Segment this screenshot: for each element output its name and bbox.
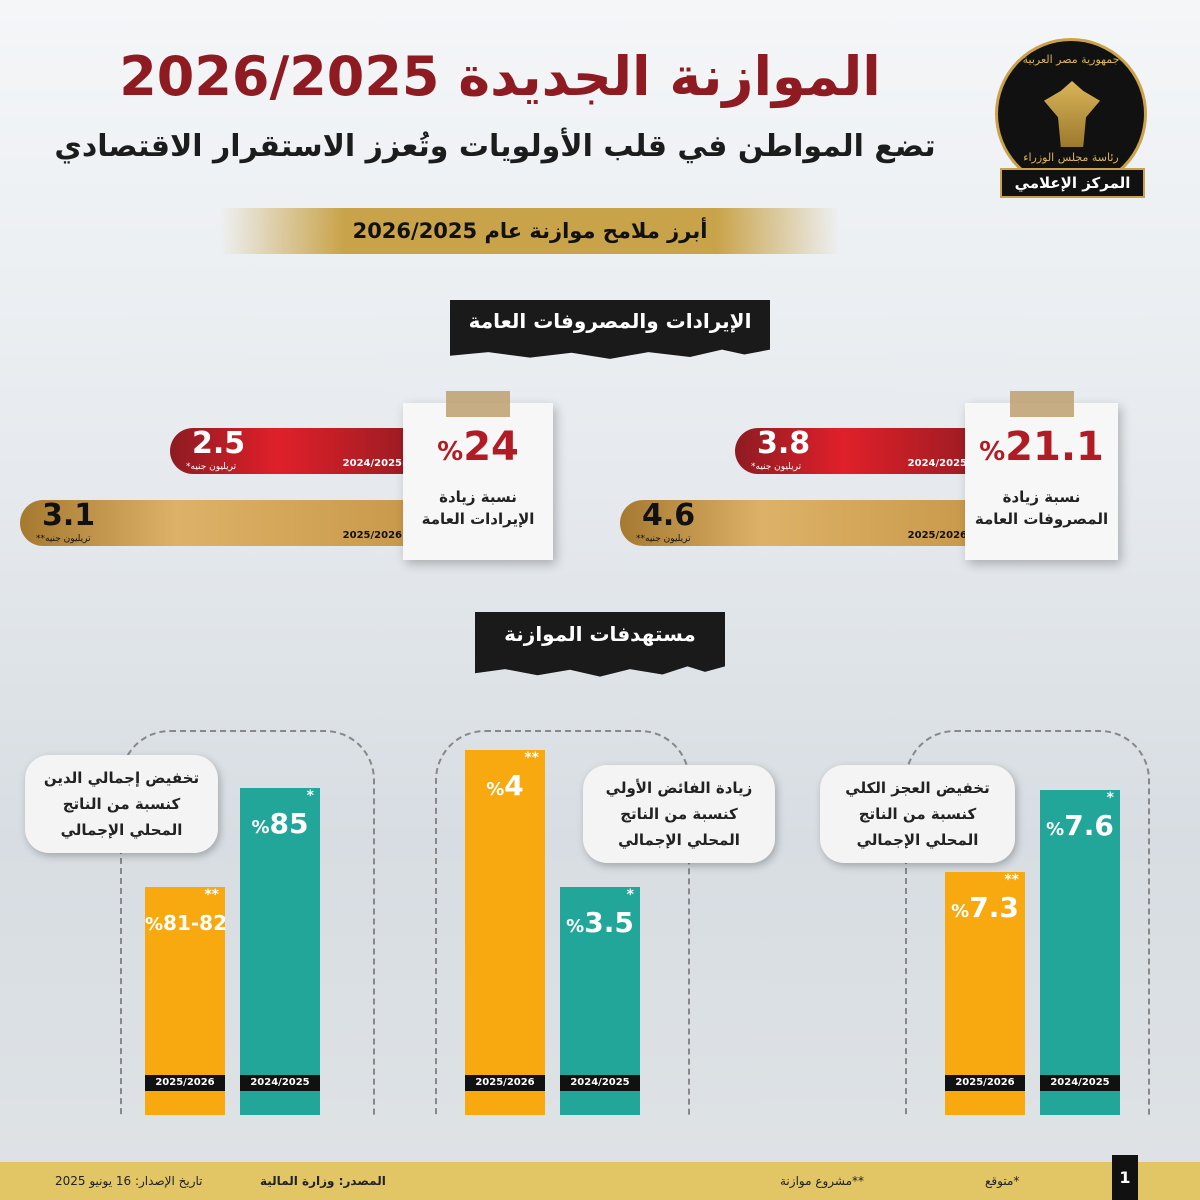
target-group-outline	[905, 730, 1150, 1115]
source: المصدر: وزارة المالية	[260, 1174, 386, 1188]
bar-value: 3.1	[42, 498, 96, 533]
issue-date: تاريخ الإصدار: 16 يونيو 2025	[55, 1174, 203, 1188]
expenditure-label: نسبة زيادة المصروفات العامة	[974, 488, 1109, 528]
target-title-line: المحلي الإجمالي	[60, 821, 183, 839]
revenue-increase-pct: %24	[437, 424, 519, 470]
bar-value: %4	[486, 769, 524, 802]
section-title-revenue-expenditure: الإيرادات والمصروفات العامة	[450, 300, 770, 359]
target-bar-2024-2025: * %85 2024/2025	[240, 788, 320, 1115]
bar-year: 2025/2026	[145, 1075, 225, 1091]
expenditure-bar-2024: 3.8 تريليون جنيه* 2024/2025	[735, 428, 975, 474]
footnote-mark: **	[1004, 872, 1019, 888]
footer: تاريخ الإصدار: 16 يونيو 2025 المصدر: وزا…	[0, 1162, 1200, 1200]
bar-year: 2024/2025	[240, 1075, 320, 1091]
revenue-label: نسبة زيادة الإيرادات العامة	[421, 488, 535, 528]
expenditure-card: %21.1 نسبة زيادة المصروفات العامة	[965, 391, 1118, 560]
bar-value: 3.8	[757, 426, 811, 461]
tape-decoration	[446, 391, 510, 417]
target-title-line: تخفيض إجمالي الدين	[43, 769, 200, 787]
bar-year: 2024/2025	[1040, 1075, 1120, 1091]
bar-unit: تريليون جنيه**	[36, 534, 91, 544]
section-title-targets: مستهدفات الموازنة	[475, 612, 725, 677]
revenue-bar-2025: 3.1 تريليون جنيه** 2025/2026	[20, 500, 410, 546]
bar-unit: تريليون جنيه**	[636, 534, 691, 544]
page-number: 1	[1112, 1155, 1138, 1200]
target-bar-2025-2026: ** %81-82 2025/2026	[145, 887, 228, 1115]
target-title-line: تخفيض العجز الكلي	[845, 779, 990, 797]
target-title-line: كنسبة من الناتج	[62, 795, 181, 813]
expenditure-bar-2025: 4.6 تريليون جنيه** 2025/2026	[620, 500, 975, 546]
bar-value: %3.5	[566, 906, 634, 939]
bar-year: 2025/2026	[342, 530, 402, 541]
logo-top-text: جمهورية مصر العربية	[1022, 53, 1120, 66]
target-title-bubble: تخفيض العجز الكلي كنسبة من الناتج المحلي ا…	[820, 765, 1015, 863]
footnote-mark: **	[524, 750, 539, 766]
logo-bottom-text: رئاسة مجلس الوزراء	[1023, 151, 1119, 164]
note-budget-draft: **مشروع موازنة	[780, 1174, 865, 1188]
bar-year: 2025/2026	[945, 1075, 1025, 1091]
tape-decoration	[1009, 391, 1074, 417]
target-title-line: زيادة الفائض الأولي	[605, 779, 753, 797]
bar-value: 4.6	[642, 498, 696, 533]
target-bar-2025-2026: ** %4 2025/2026	[465, 750, 545, 1115]
bar-value: %7.6	[1046, 809, 1114, 842]
bar-value: 2.5	[192, 426, 246, 461]
media-center-banner: المركز الإعلامي	[1000, 168, 1145, 198]
target-group-outline	[435, 730, 690, 1115]
page-subtitle: تضع المواطن في قلب الأولويات وتُعزز الاس…	[54, 129, 936, 164]
target-title-line: كنسبة من الناتج	[858, 805, 977, 823]
footnote-mark: *	[626, 887, 634, 903]
footnote-mark: **	[204, 887, 219, 903]
bar-unit: تريليون جنيه*	[186, 462, 237, 472]
eagle-emblem-icon	[1044, 81, 1100, 147]
footnote-mark: *	[1106, 790, 1114, 806]
target-bar-2025-2026: ** %7.3 2025/2026	[945, 872, 1025, 1115]
expenditure-increase-pct: %21.1	[979, 424, 1104, 470]
bar-unit: تريليون جنيه*	[751, 462, 802, 472]
revenue-bar-2024: 2.5 تريليون جنيه* 2024/2025	[170, 428, 410, 474]
revenue-card: %24 نسبة زيادة الإيرادات العامة	[403, 391, 553, 560]
target-title-bubble: زيادة الفائض الأولي كنسبة من الناتج المحلي…	[583, 765, 775, 863]
target-bar-2024-2025: * %7.6 2024/2025	[1040, 790, 1120, 1115]
bar-year: 2024/2025	[907, 458, 967, 469]
target-title-line: المحلي الإجمالي	[618, 831, 740, 849]
target-title-line: المحلي الإجمالي	[856, 831, 979, 849]
cabinet-logo: جمهورية مصر العربية رئاسة مجلس الوزراء	[995, 38, 1147, 190]
highlights-banner: أبرز ملامح موازنة عام 2026/2025	[220, 208, 840, 254]
bar-year: 2025/2026	[465, 1075, 545, 1091]
bar-year: 2024/2025	[342, 458, 402, 469]
page-title: الموازنة الجديدة 2026/2025	[119, 45, 881, 108]
target-title-line: كنسبة من الناتج	[620, 805, 738, 823]
bar-value: %85	[251, 807, 309, 840]
note-expected: *متوقع	[985, 1174, 1020, 1188]
target-title-bubble: تخفيض إجمالي الدين كنسبة من الناتج المحلي …	[25, 755, 218, 853]
target-group-outline	[120, 730, 375, 1115]
bar-value: %7.3	[951, 891, 1019, 924]
bar-year: 2025/2026	[907, 530, 967, 541]
bar-value: %81-82	[145, 911, 228, 935]
footnote-mark: *	[306, 788, 314, 804]
target-bar-2024-2025: * %3.5 2024/2025	[560, 887, 640, 1115]
bar-year: 2024/2025	[560, 1075, 640, 1091]
